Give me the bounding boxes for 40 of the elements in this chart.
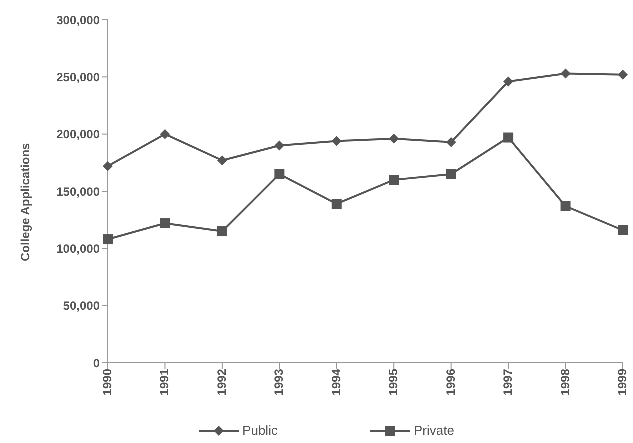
point bbox=[446, 137, 456, 148]
point bbox=[389, 134, 400, 144]
legend-label: Private bbox=[414, 423, 454, 438]
point bbox=[274, 169, 285, 180]
point bbox=[560, 201, 571, 212]
y-tick-label: 100,000 bbox=[56, 242, 100, 256]
point bbox=[217, 156, 228, 166]
point bbox=[504, 132, 514, 143]
x-tick-label: 1994 bbox=[329, 368, 344, 396]
y-tick-label: 200,000 bbox=[56, 128, 100, 142]
point bbox=[560, 68, 571, 79]
point bbox=[332, 136, 342, 146]
x-tick-label: 1997 bbox=[501, 368, 516, 396]
y-tick-label: 0 bbox=[93, 356, 100, 370]
point bbox=[160, 129, 170, 140]
x-tick-label: 1995 bbox=[386, 368, 401, 396]
x-tick-label: 1990 bbox=[100, 368, 115, 396]
y-tick-label: 250,000 bbox=[56, 70, 100, 84]
y-tick-label: 300,000 bbox=[56, 13, 100, 28]
x-tick-label: 1998 bbox=[558, 368, 572, 396]
x-tick-label: 1991 bbox=[158, 368, 172, 396]
point bbox=[446, 169, 456, 180]
y-axis-title: College Applications bbox=[18, 142, 32, 262]
legend-label: Public bbox=[242, 423, 278, 438]
x-tick-label: 1993 bbox=[272, 368, 286, 396]
point bbox=[160, 218, 170, 229]
point bbox=[217, 226, 228, 237]
point bbox=[103, 234, 113, 245]
point bbox=[274, 140, 285, 151]
x-tick-label: 1999 bbox=[616, 368, 630, 396]
point bbox=[618, 70, 628, 80]
point bbox=[504, 76, 514, 87]
point bbox=[389, 175, 400, 186]
y-tick-label: 150,000 bbox=[56, 184, 100, 199]
point bbox=[618, 225, 628, 236]
y-tick-label: 50,000 bbox=[63, 299, 100, 314]
x-tick-label: 1996 bbox=[444, 368, 458, 396]
point bbox=[103, 161, 113, 172]
point bbox=[332, 199, 342, 210]
x-tick-label: 1992 bbox=[214, 368, 229, 396]
